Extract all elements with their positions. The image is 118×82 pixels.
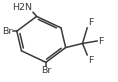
Text: H2N: H2N [12,3,32,12]
Text: Br: Br [41,66,51,75]
Text: F: F [88,56,94,65]
Text: Br: Br [2,27,13,36]
Text: F: F [88,18,94,27]
Text: F: F [98,36,104,46]
